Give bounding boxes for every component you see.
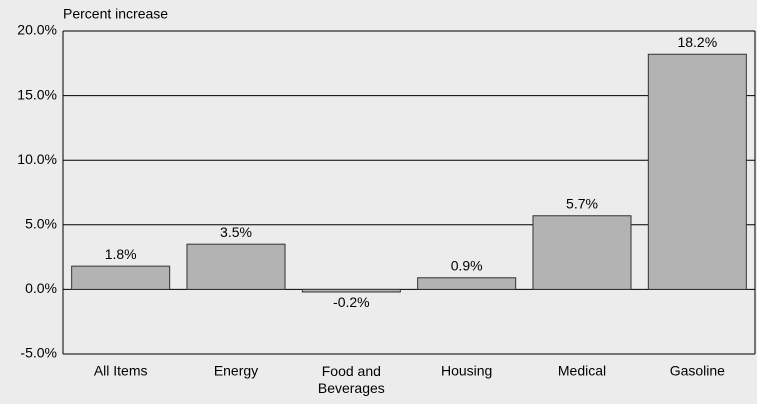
value-label: 5.7% xyxy=(566,195,598,211)
value-label: -0.2% xyxy=(333,294,370,310)
x-tick-label: Medical xyxy=(558,363,606,379)
bar xyxy=(417,277,517,290)
y-tick-label: -5.0% xyxy=(20,345,57,361)
x-tick-label: Energy xyxy=(214,363,258,379)
y-tick-label: 20.0% xyxy=(17,22,57,38)
y-tick-label: 15.0% xyxy=(17,86,57,102)
bar xyxy=(186,243,286,290)
x-tick-label: Food and Beverages xyxy=(318,363,385,396)
value-label: 3.5% xyxy=(220,224,252,240)
y-tick-label: 0.0% xyxy=(25,280,57,296)
y-tick-label: 10.0% xyxy=(17,151,57,167)
y-tick-label: 5.0% xyxy=(25,216,57,232)
bar xyxy=(71,265,171,290)
y-axis-label: Percent increase xyxy=(63,6,168,22)
value-label: 18.2% xyxy=(677,34,717,50)
bar xyxy=(301,288,401,293)
bar xyxy=(532,215,632,290)
x-tick-label: Housing xyxy=(441,363,492,379)
x-tick-label: Gasoline xyxy=(670,363,725,379)
bar xyxy=(647,53,747,290)
value-label: 0.9% xyxy=(451,257,483,273)
value-label: 1.8% xyxy=(105,246,137,262)
x-tick-label: All Items xyxy=(94,363,148,379)
